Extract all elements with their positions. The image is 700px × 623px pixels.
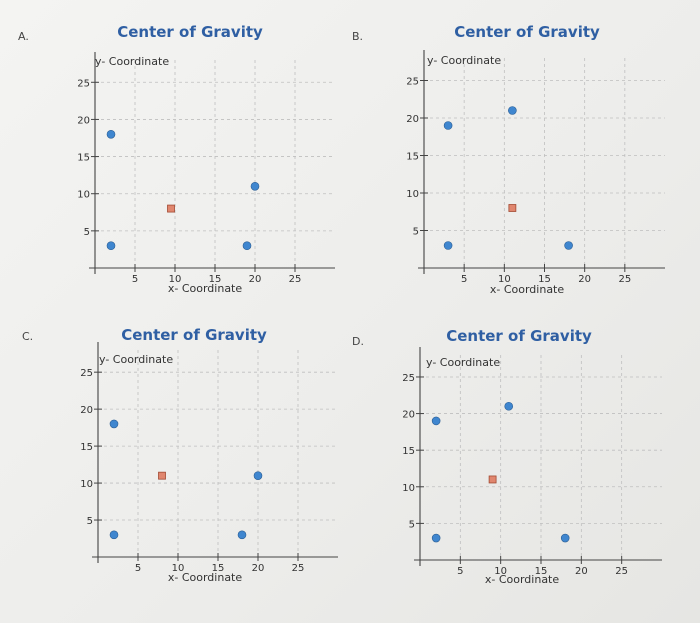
- x-tick-label: 5: [132, 274, 138, 285]
- x-tick-label: 5: [461, 274, 467, 285]
- mass-point: [443, 121, 453, 130]
- y-tick-label: 10: [402, 483, 415, 494]
- chart-title: Center of Gravity: [121, 326, 267, 344]
- y-tick-label: 5: [84, 227, 90, 238]
- center-of-gravity-point: [167, 204, 175, 213]
- y-tick-label: 15: [80, 442, 93, 453]
- chart-panel-1: A. Center of Gravity 5 10 15 20 25 5 10 15 20 25 y- …: [18, 23, 335, 295]
- mass-point: [504, 401, 514, 411]
- x-tick-label: 15: [538, 274, 551, 285]
- mass-point: [109, 530, 119, 540]
- y-tick-label: 20: [402, 410, 415, 421]
- y-tick-label: 20: [77, 115, 90, 126]
- y-tick-label: 5: [413, 227, 419, 238]
- y-tick-label: 25: [402, 373, 415, 384]
- x-tick-label: 20: [578, 274, 591, 285]
- x-tick-label: 10: [169, 274, 182, 285]
- mass-point: [431, 416, 441, 426]
- x-tick-label: 20: [575, 566, 588, 577]
- x-tick-label: 10: [494, 566, 507, 577]
- y-tick-label: 10: [80, 479, 93, 490]
- mass-point: [237, 530, 247, 540]
- center-of-gravity-point: [488, 475, 497, 484]
- center-of-gravity-point: [158, 471, 166, 480]
- panel-letter: C.: [22, 330, 33, 343]
- x-tick-label: 20: [249, 274, 262, 285]
- y-tick-label: 15: [77, 153, 90, 164]
- x-tick-label: 10: [498, 274, 511, 285]
- y-tick-label: 15: [402, 446, 415, 457]
- chart-title: Center of Gravity: [454, 23, 600, 41]
- x-tick-label: 5: [135, 563, 141, 574]
- y-tick-label: 15: [406, 152, 419, 163]
- x-tick-label: 15: [212, 563, 225, 574]
- panel-letter: D.: [352, 335, 364, 348]
- x-tick-label: 10: [172, 563, 185, 574]
- chart-panel-2: B. Center of Gravity 5 10 15 20 25 5 10 15 20 25 y- …: [352, 23, 665, 296]
- x-tick-label: 25: [292, 563, 305, 574]
- mass-point: [253, 471, 263, 480]
- y-axis-label: y- Coordinate: [426, 356, 500, 369]
- y-tick-label: 20: [80, 405, 93, 416]
- chart-panel-4: D. Center of Gravity 5 10 15 20 25 5 10 15 20 25 y- …: [352, 327, 662, 586]
- center-of-gravity-point: [508, 204, 517, 212]
- y-axis-label: y- Coordinate: [427, 54, 501, 67]
- mass-point: [109, 419, 119, 429]
- x-tick-label: 25: [615, 566, 628, 577]
- mass-point: [106, 241, 116, 251]
- x-tick-label: 15: [209, 274, 222, 285]
- x-tick-label: 25: [618, 274, 631, 285]
- chart-title: Center of Gravity: [446, 327, 592, 345]
- y-tick-label: 25: [406, 77, 419, 88]
- y-tick-label: 5: [409, 519, 415, 530]
- chart-title: Center of Gravity: [117, 23, 263, 41]
- y-tick-label: 10: [77, 190, 90, 201]
- y-tick-label: 10: [406, 189, 419, 200]
- mass-point: [564, 241, 573, 250]
- y-tick-label: 20: [406, 114, 419, 125]
- panel-letter: B.: [352, 30, 363, 43]
- panel-letter: A.: [18, 30, 29, 43]
- x-tick-label: 20: [252, 563, 265, 574]
- mass-point: [431, 533, 441, 543]
- mass-point: [508, 106, 517, 115]
- x-axis-label: x- Coordinate: [168, 282, 243, 295]
- x-tick-label: 5: [457, 566, 463, 577]
- mass-point: [242, 241, 252, 251]
- x-axis-label: x- Coordinate: [168, 571, 243, 584]
- chart-panel-3: C. Center of Gravity 5 10 15 20 25 5 10 15 20 25 y- …: [22, 326, 338, 584]
- y-tick-label: 5: [87, 516, 93, 527]
- x-tick-label: 15: [535, 566, 548, 577]
- y-tick-label: 25: [80, 368, 93, 379]
- x-tick-label: 25: [289, 274, 302, 285]
- x-axis-label: x- Coordinate: [485, 573, 560, 586]
- x-axis-label: x- Coordinate: [490, 283, 565, 296]
- mass-point: [560, 533, 570, 543]
- mass-point: [250, 181, 260, 191]
- y-tick-label: 25: [77, 78, 90, 89]
- y-axis-label: y- Coordinate: [95, 55, 169, 68]
- mass-point: [106, 129, 116, 139]
- y-axis-label: y- Coordinate: [99, 353, 173, 366]
- mass-point: [443, 241, 453, 250]
